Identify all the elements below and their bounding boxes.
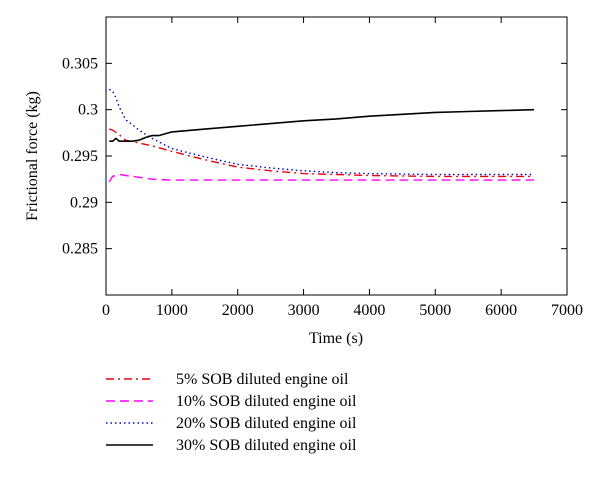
x-tick-label: 2000	[222, 302, 254, 319]
series-lines	[108, 88, 535, 183]
legend: 5% SOB diluted engine oil 10% SOB diluted…	[106, 371, 357, 454]
y-axis-title: Frictional force (kg)	[24, 91, 41, 221]
x-tick-label: 4000	[353, 302, 385, 319]
series-line-2	[108, 173, 535, 183]
y-tick-label: 0.29	[70, 194, 98, 211]
x-axis-ticks: 0 1000 2000 3000 4000 5000 6000 7000	[102, 17, 583, 319]
legend-label: 20% SOB diluted engine oil	[176, 415, 357, 432]
x-tick-label: 3000	[288, 302, 320, 319]
legend-label: 10% SOB diluted engine oil	[176, 393, 357, 410]
y-tick-label: 0.305	[62, 55, 98, 72]
x-tick-label: 7000	[551, 302, 583, 319]
y-tick-label: 0.3	[78, 102, 98, 119]
series-line-1	[109, 128, 535, 178]
y-axis-ticks: 0.285 0.29 0.295 0.3 0.305	[62, 55, 567, 258]
y-tick-label: 0.285	[62, 241, 98, 258]
x-axis-title: Time (s)	[309, 330, 363, 347]
x-tick-label: 1000	[156, 302, 188, 319]
series-line-3	[108, 88, 535, 176]
x-tick-label: 6000	[485, 302, 517, 319]
plot-frame	[105, 16, 568, 296]
y-tick-label: 0.295	[62, 148, 98, 165]
x-tick-label: 5000	[419, 302, 451, 319]
series-line-4	[109, 108, 535, 142]
legend-label: 30% SOB diluted engine oil	[176, 437, 357, 454]
x-tick-label: 0	[102, 302, 110, 319]
legend-label: 5% SOB diluted engine oil	[176, 371, 349, 388]
